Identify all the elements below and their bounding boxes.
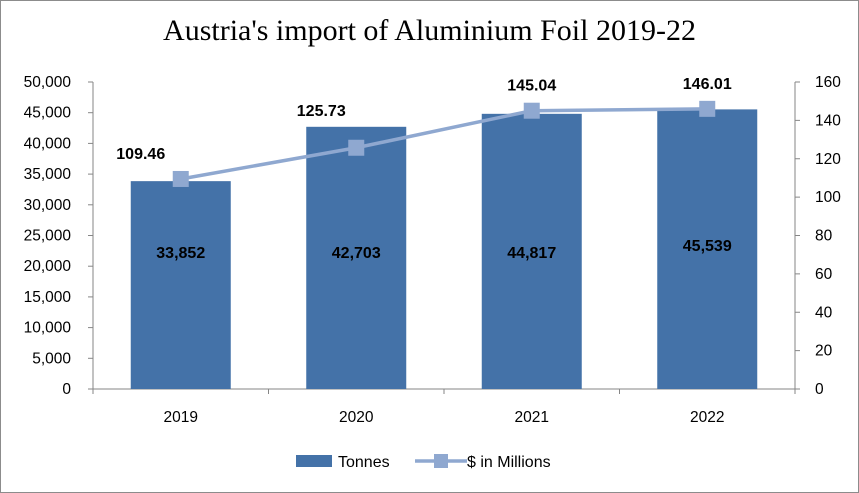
x-tick-label: 2021 [515, 409, 549, 426]
x-tick-label: 2022 [690, 409, 724, 426]
bar-data-label: 44,817 [507, 245, 556, 262]
line-point-marker [172, 170, 189, 187]
x-tick-label: 2019 [164, 409, 198, 426]
bar-data-label: 33,852 [156, 245, 205, 262]
legend-swatch-tonnes [296, 455, 332, 467]
left-tick-label: 0 [62, 381, 71, 398]
line-data-label: 125.73 [297, 103, 346, 120]
line-data-label: 109.46 [116, 146, 165, 163]
right-tick-label: 40 [815, 304, 833, 321]
left-tick-label: 35,000 [24, 166, 72, 183]
right-tick-label: 120 [815, 151, 841, 168]
chart-title: Austria's import of Aluminium Foil 2019-… [163, 14, 696, 47]
right-tick-label: 140 [815, 112, 841, 129]
right-tick-label: 0 [815, 381, 824, 398]
right-tick-label: 60 [815, 266, 833, 283]
bar-tonnes [130, 181, 231, 389]
left-tick-label: 15,000 [24, 289, 72, 306]
left-tick-label: 25,000 [24, 228, 72, 245]
line-data-label: 146.01 [683, 76, 732, 93]
left-tick-label: 40,000 [24, 135, 72, 152]
line-point-marker [348, 139, 365, 156]
line-point-marker [523, 102, 540, 119]
bar-data-label: 45,539 [683, 238, 732, 255]
bar-tonnes [306, 126, 407, 389]
bar-tonnes [657, 109, 758, 390]
right-tick-label: 20 [815, 343, 833, 360]
line-usd-millions [180, 107, 708, 181]
left-tick-label: 5,000 [32, 350, 71, 367]
legend-label-tonnes: Tonnes [338, 454, 390, 471]
x-tick-label: 2020 [339, 409, 374, 426]
line-point-marker [699, 100, 716, 117]
left-tick-label: 50,000 [24, 74, 72, 91]
left-tick-label: 10,000 [24, 320, 72, 337]
legend-swatch-marker [434, 454, 448, 468]
line-data-label: 145.04 [507, 78, 556, 95]
left-tick-label: 45,000 [24, 105, 72, 122]
right-tick-label: 160 [815, 74, 841, 91]
left-tick-label: 20,000 [24, 258, 72, 275]
left-tick-label: 30,000 [24, 197, 72, 214]
bar-data-label: 42,703 [332, 245, 381, 262]
bar-tonnes [481, 113, 582, 390]
right-tick-label: 100 [815, 189, 841, 206]
right-tick-label: 80 [815, 228, 833, 245]
legend-label-usd: $ in Millions [467, 454, 551, 471]
